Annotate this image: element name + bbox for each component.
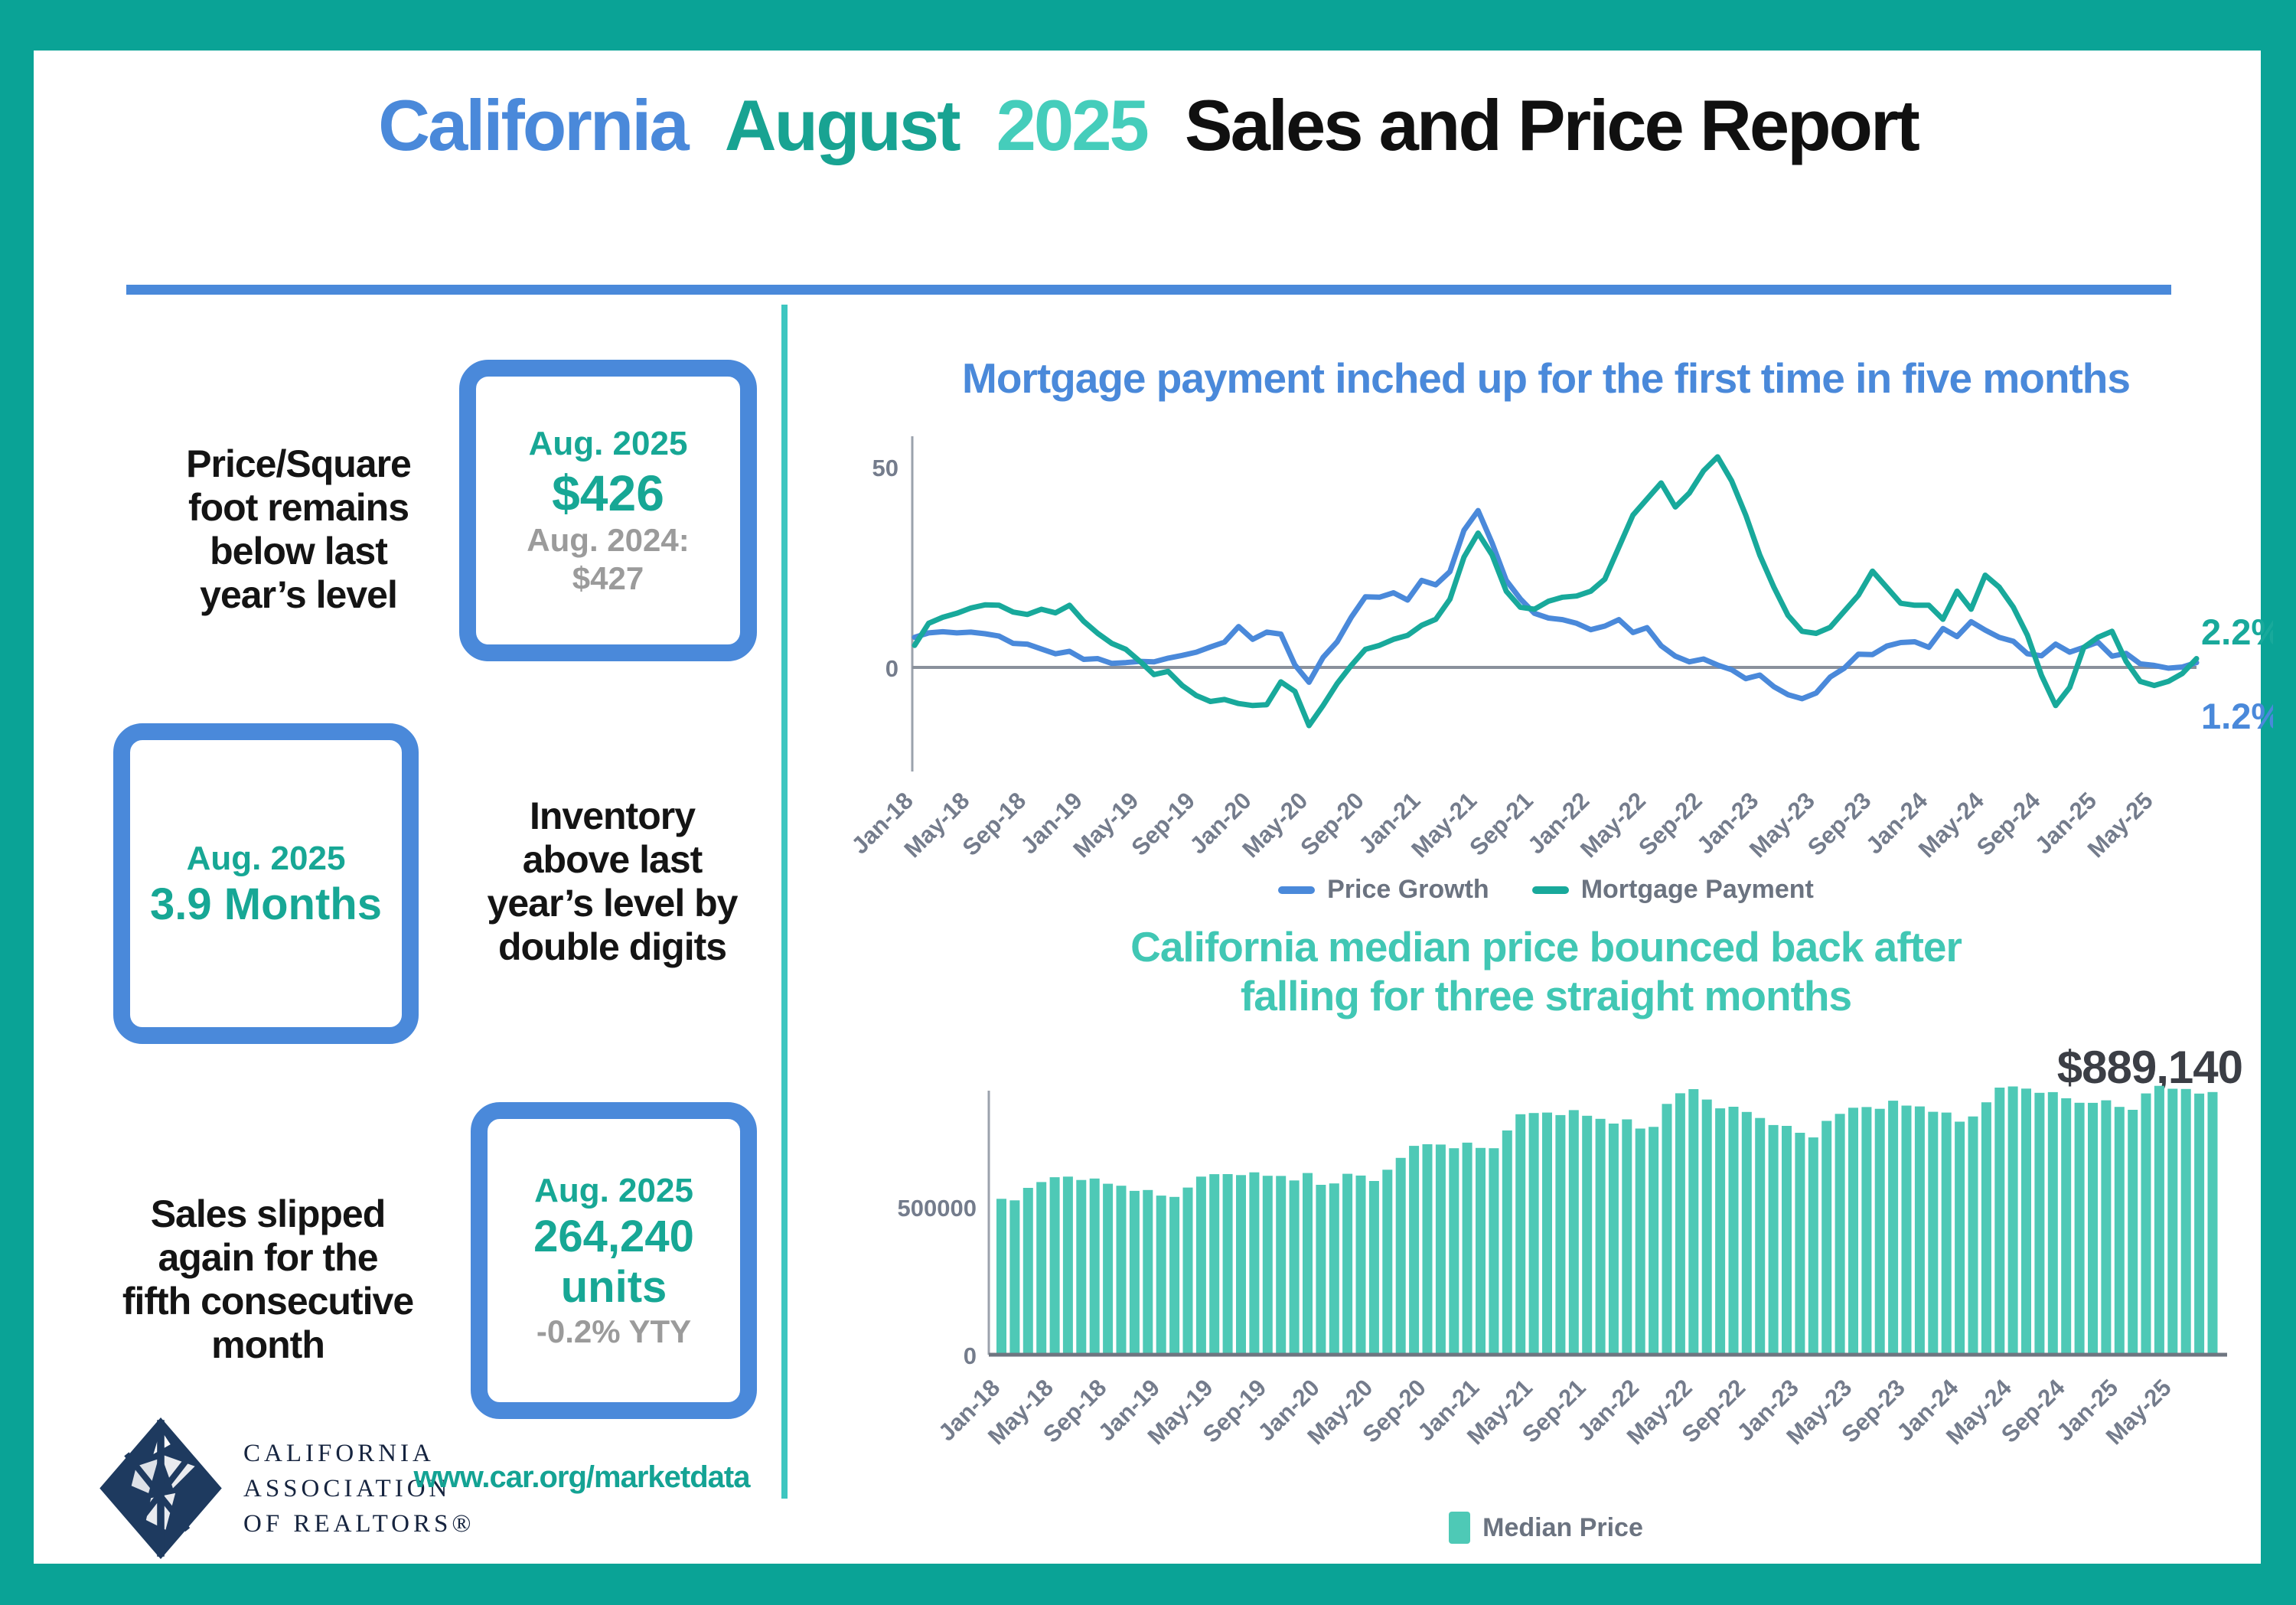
stat-price-sqft-text: Price/Square foot remains below last yea… <box>92 442 505 617</box>
legend-label: Price Growth <box>1327 875 1489 904</box>
logo-line: ASSOCIATION <box>243 1474 452 1502</box>
stat-compare-value: $427 <box>572 560 644 596</box>
vertical-divider <box>781 305 788 1499</box>
svg-text:Sep-18: Sep-18 <box>957 787 1032 861</box>
stat-compare-label: Aug. 2024: <box>527 522 690 558</box>
logo-line: OF REALTORS® <box>243 1509 475 1538</box>
svg-text:Sep-24: Sep-24 <box>1971 787 2046 861</box>
legend-median-price: Median Price <box>1449 1512 1643 1544</box>
svg-text:2.2%: 2.2% <box>2201 612 2273 652</box>
stat-text-line: year’s level by <box>487 882 739 925</box>
legend-mortgage-payment: Mortgage Payment <box>1531 875 1814 905</box>
car-diamond-logo-icon <box>99 1417 222 1559</box>
svg-text:Sep-19: Sep-19 <box>1126 787 1200 861</box>
chart-title-line: California median price bounced back aft… <box>1130 923 1962 971</box>
stat-value-units: units <box>560 1262 667 1312</box>
stat-text-line: above last <box>522 838 703 881</box>
svg-text:Sep-20: Sep-20 <box>1295 787 1369 861</box>
car-logo-text: CALIFORNIA ASSOCIATION OF REALTORS® <box>243 1436 475 1541</box>
mortgage-payment-swatch-icon <box>1531 886 1569 894</box>
stat-inventory-box: Aug. 2025 3.9 Months <box>113 723 419 1044</box>
stat-text-line: again for the <box>158 1236 378 1279</box>
svg-text:0: 0 <box>964 1342 977 1369</box>
legend-price-growth: Price Growth <box>1278 875 1489 905</box>
title-august: August <box>724 85 961 165</box>
stat-text-line: foot remains <box>188 486 409 529</box>
latest-median-price-label: $889,140 <box>2056 1042 2243 1093</box>
mortgage-chart-title: Mortgage payment inched up for the first… <box>962 354 2131 402</box>
price-growth-swatch-icon <box>1278 886 1316 894</box>
legend-label: Mortgage Payment <box>1580 875 1814 904</box>
svg-text:0: 0 <box>885 655 899 682</box>
mortgage-line-chart: 050Jan-18May-18Sep-18Jan-19May-19Sep-19J… <box>846 436 2273 863</box>
logo-line: CALIFORNIA <box>243 1439 435 1467</box>
svg-text:Sep-21: Sep-21 <box>1464 787 1538 861</box>
bar-chart-legend: Median Price <box>827 1512 2265 1544</box>
stat-period: Aug. 2025 <box>528 425 688 462</box>
median-price-swatch-icon <box>1449 1512 1471 1544</box>
stat-sales-text: Sales slipped again for the fifth consec… <box>46 1192 490 1367</box>
svg-text:500000: 500000 <box>898 1195 977 1222</box>
stat-text-line: Inventory <box>529 794 696 837</box>
stat-text-line: fifth consecutive <box>122 1280 414 1323</box>
legend-label: Median Price <box>1482 1512 1643 1542</box>
stat-value: 264,240 <box>533 1212 694 1261</box>
title-year: 2025 <box>996 85 1150 165</box>
svg-text:1.2%: 1.2% <box>2201 696 2273 736</box>
svg-text:Sep-22: Sep-22 <box>1633 787 1707 861</box>
stat-text-line: month <box>211 1323 325 1366</box>
stat-period: Aug. 2025 <box>186 839 346 877</box>
stat-text-line: Price/Square <box>186 442 412 485</box>
title-underline <box>126 285 2171 295</box>
stat-text-line: double digits <box>497 925 727 968</box>
title-california: California <box>378 85 690 165</box>
title-report: Sales and Price Report <box>1184 85 1920 165</box>
stat-price-sqft-box: Aug. 2025 $426 Aug. 2024: $427 <box>459 360 757 661</box>
stat-value: 3.9 Months <box>150 879 382 929</box>
stat-compare-value: -0.2% YTY <box>536 1313 692 1349</box>
svg-text:Sep-23: Sep-23 <box>1802 787 1877 861</box>
stat-sales-box: Aug. 2025 264,240 units -0.2% YTY <box>471 1102 757 1419</box>
stat-text-line: below last <box>210 530 388 573</box>
stat-text-line: year’s level <box>200 573 398 616</box>
stat-period: Aug. 2025 <box>534 1172 693 1209</box>
chart-title-line: falling for three straight months <box>1240 972 1852 1019</box>
median-price-chart-title: California median price bounced back aft… <box>827 922 2265 1020</box>
car-logo: CALIFORNIA ASSOCIATION OF REALTORS® <box>99 1417 475 1559</box>
page-title: California August 2025 Sales and Price R… <box>0 84 2296 167</box>
median-price-bar-chart: 0500000Jan-18May-18Sep-18Jan-19May-19Sep… <box>898 1085 2227 1450</box>
line-chart-legend: Price Growth Mortgage Payment <box>827 875 2265 905</box>
svg-text:50: 50 <box>872 455 899 481</box>
stat-text-line: Sales slipped <box>150 1192 386 1235</box>
stat-value: $426 <box>552 465 664 521</box>
marketdata-link[interactable]: www.car.org/marketdata <box>413 1460 751 1494</box>
stat-inventory-text: Inventory above last year’s level by dou… <box>436 794 788 969</box>
